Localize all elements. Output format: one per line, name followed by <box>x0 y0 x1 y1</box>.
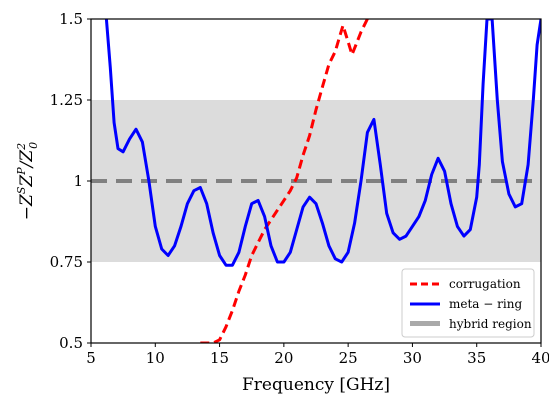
y-label-part: −Z <box>17 193 37 220</box>
y-label-part: S <box>15 186 28 194</box>
x-axis-label: Frequency [GHz] <box>242 375 390 395</box>
svg-text:−ZSZP/Z20: −ZSZP/Z20 <box>15 142 40 220</box>
x-tick-label: 5 <box>86 349 96 367</box>
x-tick-label: 10 <box>146 349 165 367</box>
legend-label-corrugation: corrugation <box>449 277 521 291</box>
y-axis-label: −ZSZP/Z20 <box>15 142 40 220</box>
x-tick-label: 35 <box>467 349 486 367</box>
y-tick-label: 1.25 <box>50 91 83 109</box>
y-label-part: 0 <box>27 142 40 149</box>
y-label-part: P <box>15 167 28 176</box>
x-tick-label: 40 <box>531 349 549 367</box>
y-tick-label: 0.75 <box>50 253 83 271</box>
series-line-meta-ring <box>104 19 541 267</box>
y-tick-label: 0.5 <box>59 334 83 352</box>
legend-label-hybrid-region: hybrid region <box>449 317 532 331</box>
y-label-part: 2 <box>15 143 28 151</box>
y-tick-label: 1 <box>73 172 83 190</box>
y-tick-label: 1.5 <box>59 10 83 28</box>
legend-frame <box>401 268 535 338</box>
legend-label-meta-ring: meta − ring <box>449 297 522 311</box>
legend-swatch-hybrid-region <box>410 321 440 326</box>
y-label-part: Z <box>17 174 37 188</box>
x-tick-label: 20 <box>274 349 293 367</box>
x-tick-label: 15 <box>210 349 229 367</box>
legend: corrugation meta − ring hybrid region <box>401 268 535 338</box>
x-tick-label: 25 <box>339 349 358 367</box>
series-line-corrugation <box>200 19 369 343</box>
y-label-part: /Z <box>17 149 37 170</box>
x-tick-label: 30 <box>403 349 422 367</box>
